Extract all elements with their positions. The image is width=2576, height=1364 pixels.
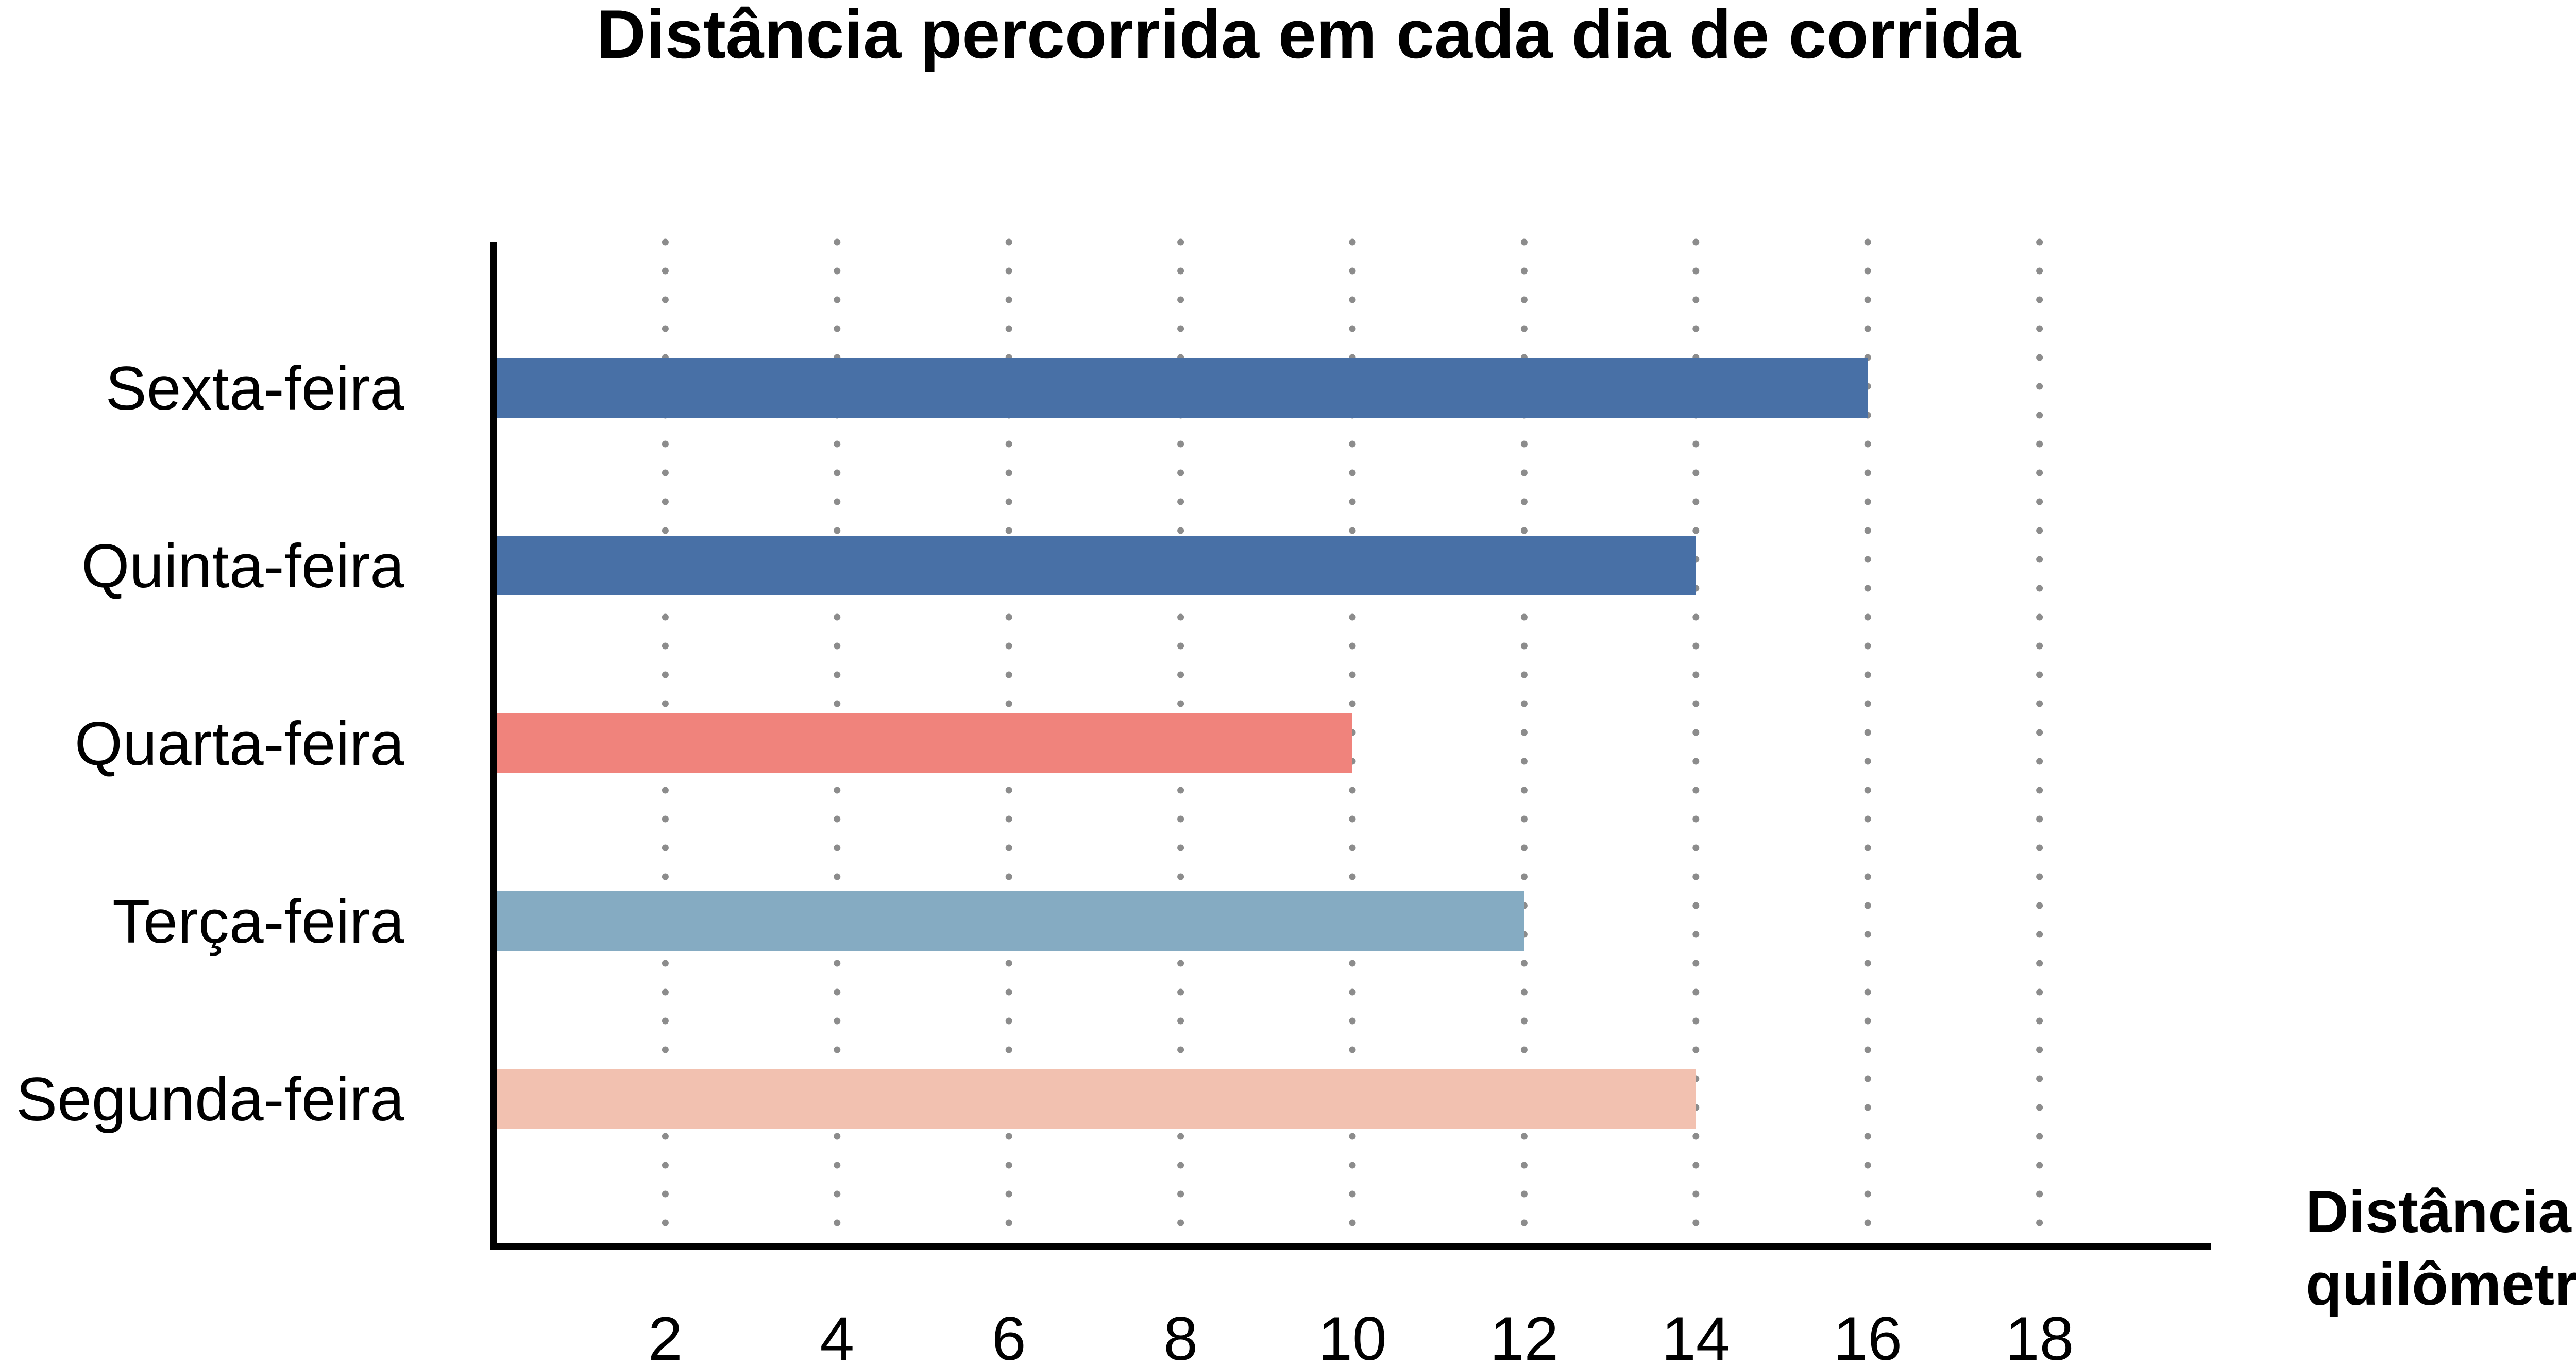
category-label-quinta-feira: Quinta-feira xyxy=(81,532,404,601)
x-tick-labels: 2 4 6 8 10 12 14 16 18 xyxy=(648,1304,2074,1364)
x-tick-label-4: 4 xyxy=(820,1304,854,1364)
x-axis-title-line-2: quilômetros xyxy=(2306,1251,2576,1318)
x-tick-label-6: 6 xyxy=(992,1304,1026,1364)
category-label-quarta-feira: Quarta-feira xyxy=(75,709,405,778)
category-label-segunda-feira: Segunda-feira xyxy=(16,1065,404,1134)
x-tick-label-10: 10 xyxy=(1318,1304,1386,1364)
x-tick-label-8: 8 xyxy=(1163,1304,1198,1364)
x-tick-label-12: 12 xyxy=(1490,1304,1558,1364)
category-label-sexta-feira: Sexta-feira xyxy=(106,354,405,423)
x-tick-label-16: 16 xyxy=(1833,1304,1902,1364)
x-tick-label-2: 2 xyxy=(648,1304,683,1364)
category-label-terça-feira: Terça-feira xyxy=(112,887,404,956)
x-tick-label-14: 14 xyxy=(1662,1304,1730,1364)
bar-segunda-feira xyxy=(494,1069,1696,1129)
bar-sexta-feira xyxy=(494,358,1868,418)
category-labels: Segunda-feira Terça-feira Quarta-feira Quin… xyxy=(16,354,404,1134)
x-axis-title: Distância em quilômetros xyxy=(2306,1178,2576,1318)
bar-quinta-feira xyxy=(494,536,1696,595)
chart-title: Distância percorrida em cada dia de corr… xyxy=(597,0,2022,73)
x-axis-title-line-1: Distância em xyxy=(2306,1178,2576,1245)
x-tick-label-18: 18 xyxy=(2005,1304,2074,1364)
bars xyxy=(494,358,1868,1129)
bar-quarta-feira xyxy=(494,713,1352,773)
axes xyxy=(490,242,2211,1250)
bar-terça-feira xyxy=(494,891,1524,951)
